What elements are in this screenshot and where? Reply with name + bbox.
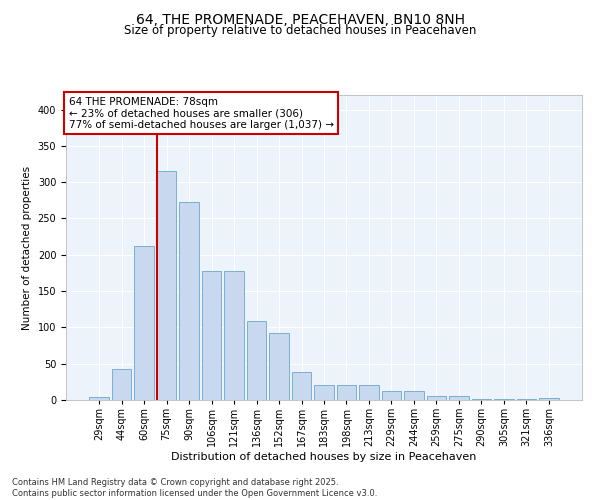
- Bar: [247, 321, 266, 400]
- Bar: [179, 202, 199, 400]
- Bar: [269, 333, 289, 400]
- Bar: [382, 390, 401, 400]
- Bar: [404, 392, 424, 400]
- Bar: [359, 385, 379, 400]
- Text: 64, THE PROMENADE, PEACEHAVEN, BN10 8NH: 64, THE PROMENADE, PEACEHAVEN, BN10 8NH: [136, 12, 464, 26]
- Y-axis label: Number of detached properties: Number of detached properties: [22, 166, 32, 330]
- Bar: [134, 246, 154, 400]
- Bar: [337, 385, 356, 400]
- Bar: [449, 396, 469, 400]
- Bar: [427, 396, 446, 400]
- Bar: [157, 171, 176, 400]
- Text: Size of property relative to detached houses in Peacehaven: Size of property relative to detached ho…: [124, 24, 476, 37]
- Bar: [292, 372, 311, 400]
- Bar: [112, 369, 131, 400]
- Bar: [89, 397, 109, 400]
- Text: Contains HM Land Registry data © Crown copyright and database right 2025.
Contai: Contains HM Land Registry data © Crown c…: [12, 478, 377, 498]
- X-axis label: Distribution of detached houses by size in Peacehaven: Distribution of detached houses by size …: [172, 452, 476, 462]
- Bar: [314, 385, 334, 400]
- Bar: [224, 270, 244, 400]
- Bar: [539, 398, 559, 400]
- Text: 64 THE PROMENADE: 78sqm
← 23% of detached houses are smaller (306)
77% of semi-d: 64 THE PROMENADE: 78sqm ← 23% of detache…: [68, 96, 334, 130]
- Bar: [202, 270, 221, 400]
